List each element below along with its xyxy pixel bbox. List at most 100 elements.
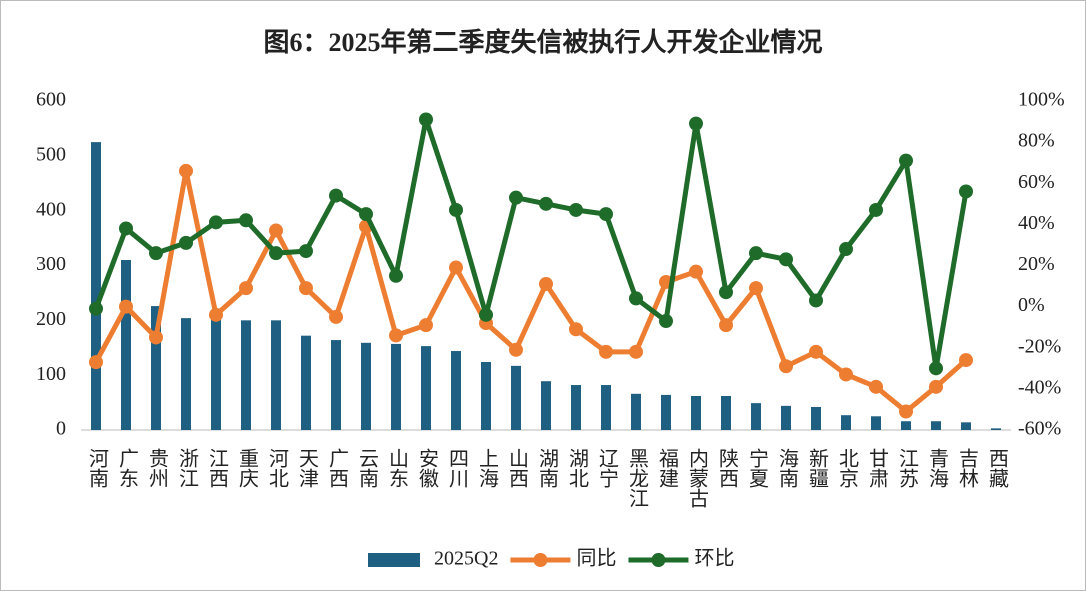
marker — [359, 207, 373, 222]
marker — [569, 202, 583, 217]
marker — [569, 322, 583, 337]
y-tick-label: 400 — [36, 198, 66, 220]
y-tick-label: 200 — [36, 308, 66, 330]
bar — [301, 335, 311, 430]
x-tick-label: 云南 — [356, 448, 380, 488]
marker — [809, 293, 823, 308]
marker — [839, 242, 853, 257]
marker — [119, 299, 133, 314]
x-tick-label: 内蒙古 — [686, 448, 710, 508]
marker — [209, 215, 223, 230]
bar — [361, 342, 371, 430]
x-tick-label: 天津 — [296, 448, 320, 488]
y-tick-label: 500 — [36, 143, 66, 165]
marker — [479, 307, 493, 322]
marker — [599, 344, 613, 359]
marker — [509, 342, 523, 357]
marker — [719, 318, 733, 333]
marker — [209, 307, 223, 322]
legend-label: 同比 — [576, 547, 616, 570]
marker — [839, 367, 853, 382]
y-tick-label: 300 — [36, 253, 66, 275]
bar — [181, 318, 191, 430]
marker — [299, 244, 313, 259]
x-tick-label: 河南 — [86, 448, 110, 488]
marker — [449, 202, 463, 217]
y2-tick-label: 100% — [1018, 89, 1065, 111]
marker — [899, 153, 913, 168]
y2-tick-label: -20% — [1018, 335, 1061, 357]
bar — [541, 381, 551, 430]
x-tick-label: 江苏 — [896, 448, 920, 488]
marker — [269, 246, 283, 261]
x-tick-label: 上海 — [476, 448, 500, 488]
marker — [929, 379, 943, 394]
marker — [659, 314, 673, 329]
y2-tick-label: 40% — [1018, 212, 1055, 234]
y-tick-label: 100 — [36, 363, 66, 385]
marker — [239, 281, 253, 296]
x-tick-label: 四川 — [446, 448, 470, 488]
y2-tick-label: -40% — [1018, 376, 1061, 398]
marker — [179, 163, 193, 178]
x-tick-label: 广西 — [326, 448, 350, 488]
marker — [329, 188, 343, 203]
marker — [269, 223, 283, 238]
bar — [421, 346, 431, 430]
marker — [629, 344, 643, 359]
y-tick-label: 0 — [56, 418, 66, 440]
x-tick-label: 山西 — [506, 448, 530, 488]
x-tick-label: 重庆 — [236, 448, 260, 488]
legend-label: 环比 — [694, 547, 734, 570]
bar — [781, 405, 791, 430]
marker — [929, 361, 943, 376]
marker — [689, 264, 703, 279]
marker — [779, 359, 793, 374]
bar — [331, 340, 341, 430]
bar — [841, 415, 851, 430]
x-tick-label: 辽宁 — [596, 448, 620, 488]
bar — [751, 403, 761, 430]
x-tick-label: 贵州 — [146, 448, 170, 488]
bar — [811, 406, 821, 430]
y2-tick-label: -60% — [1018, 418, 1061, 440]
bar — [121, 260, 131, 430]
marker — [149, 330, 163, 345]
marker — [629, 291, 643, 306]
chart-title: 图6：2025年第二季度失信被执行人开发企业情况 — [263, 27, 822, 57]
marker — [89, 301, 103, 316]
bar — [151, 306, 161, 430]
bar — [211, 319, 221, 430]
x-tick-label: 湖北 — [566, 448, 590, 488]
bar — [451, 351, 461, 430]
marker — [389, 268, 403, 283]
x-tick-label: 陕西 — [716, 448, 740, 488]
bar — [721, 396, 731, 430]
marker — [719, 285, 733, 300]
marker — [749, 246, 763, 261]
marker — [419, 318, 433, 333]
marker — [119, 221, 133, 236]
marker — [89, 355, 103, 370]
bar — [241, 320, 251, 430]
x-tick-label: 河北 — [266, 448, 290, 488]
bar — [481, 362, 491, 430]
legend-marker — [651, 553, 666, 567]
marker — [449, 260, 463, 275]
bar — [991, 428, 1001, 430]
legend-swatch — [368, 553, 420, 567]
bar — [631, 393, 641, 430]
bar — [871, 416, 881, 430]
marker — [749, 281, 763, 296]
x-tick-label: 吉林 — [956, 448, 980, 488]
bar — [691, 396, 701, 430]
bar — [661, 394, 671, 430]
y2-tick-label: 80% — [1018, 130, 1055, 152]
x-tick-label: 福建 — [656, 448, 680, 488]
bar — [901, 421, 911, 430]
marker — [959, 353, 973, 368]
marker — [539, 277, 553, 292]
x-tick-label: 青海 — [926, 448, 950, 488]
y-tick-label: 600 — [36, 89, 66, 111]
marker — [779, 252, 793, 267]
